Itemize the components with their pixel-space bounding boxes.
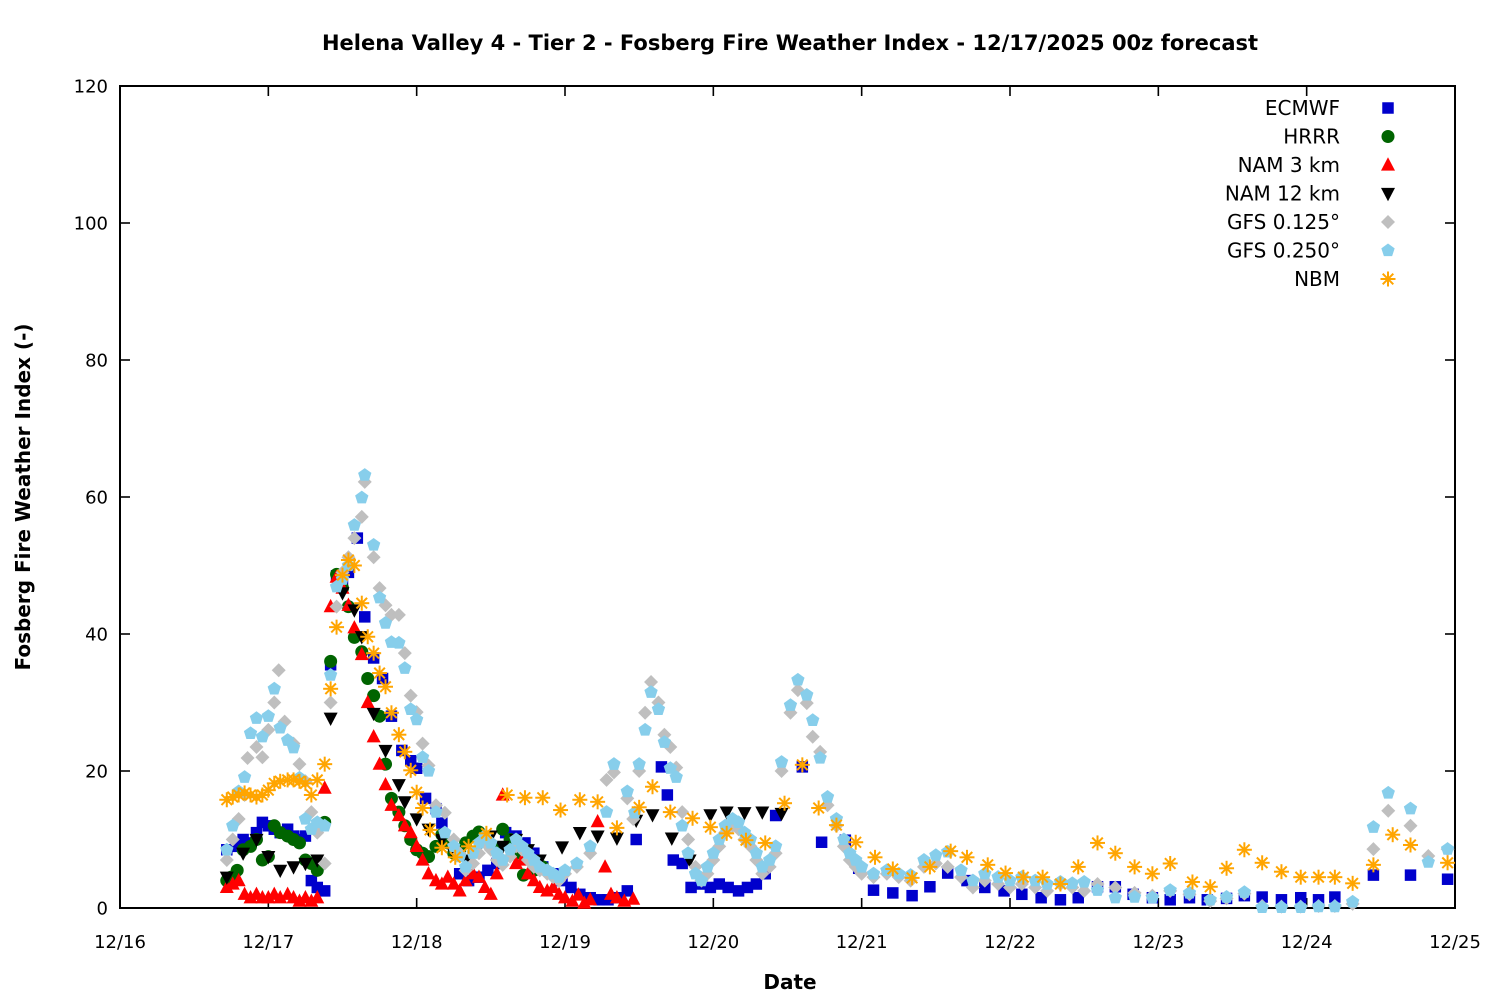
legend-label: NBM (1294, 267, 1340, 291)
y-axis-label: Fosberg Fire Weather Index (-) (11, 323, 35, 670)
x-axis-label: Date (763, 970, 816, 994)
legend-label: HRRR (1283, 125, 1340, 149)
legend-item-gfs-0-125: GFS 0.125° (1227, 210, 1395, 234)
x-tick-label: 12/16 (94, 932, 146, 953)
x-tick-label: 12/22 (984, 932, 1036, 953)
y-tick-label: 0 (97, 899, 108, 920)
x-tick-label: 12/19 (539, 932, 591, 953)
legend-label: NAM 3 km (1238, 153, 1340, 177)
plot-area: 12/16 12/17 12/18 12/19 12/20 12/21 12/22 12/23… (74, 77, 1481, 954)
y-tick-label: 80 (85, 351, 108, 372)
legend: ECMWF HRRR NAM 3 km NAM 12 km GFS 0.125° GFS … (1225, 96, 1396, 291)
series-ecmwf (221, 532, 1454, 906)
legend-label: GFS 0.250° (1227, 239, 1340, 263)
y-tick-label: 120 (74, 77, 108, 98)
x-tick-label: 12/25 (1429, 932, 1481, 953)
x-tick-label: 12/21 (836, 932, 888, 953)
legend-item-nam-12-km: NAM 12 km (1225, 182, 1395, 206)
chart-title: Helena Valley 4 - Tier 2 - Fosberg Fire … (322, 31, 1258, 55)
series-gfs-0-125 (219, 474, 1455, 914)
y-tick-label: 40 (85, 625, 108, 646)
x-tick-label: 12/20 (687, 932, 739, 953)
x-tick-label: 12/17 (242, 932, 294, 953)
y-tick-label: 60 (85, 488, 108, 509)
legend-item-gfs-0-250: GFS 0.250° (1227, 239, 1395, 263)
legend-label: ECMWF (1265, 96, 1340, 120)
x-tick-label: 12/18 (391, 932, 443, 953)
x-tick-label: 12/24 (1281, 932, 1333, 953)
y-tick-label: 100 (74, 214, 108, 235)
series-nam-3-km (219, 569, 641, 909)
legend-item-hrrr: HRRR (1283, 125, 1395, 149)
legend-item-nam-3-km: NAM 3 km (1238, 153, 1395, 177)
legend-item-nbm: NBM (1294, 267, 1396, 291)
y-tick-label: 20 (85, 762, 108, 783)
legend-item-ecmwf: ECMWF (1265, 96, 1394, 120)
series-nbm (219, 552, 1456, 895)
legend-label: NAM 12 km (1225, 182, 1340, 206)
x-tick-label: 12/23 (1132, 932, 1184, 953)
legend-label: GFS 0.125° (1227, 210, 1340, 234)
